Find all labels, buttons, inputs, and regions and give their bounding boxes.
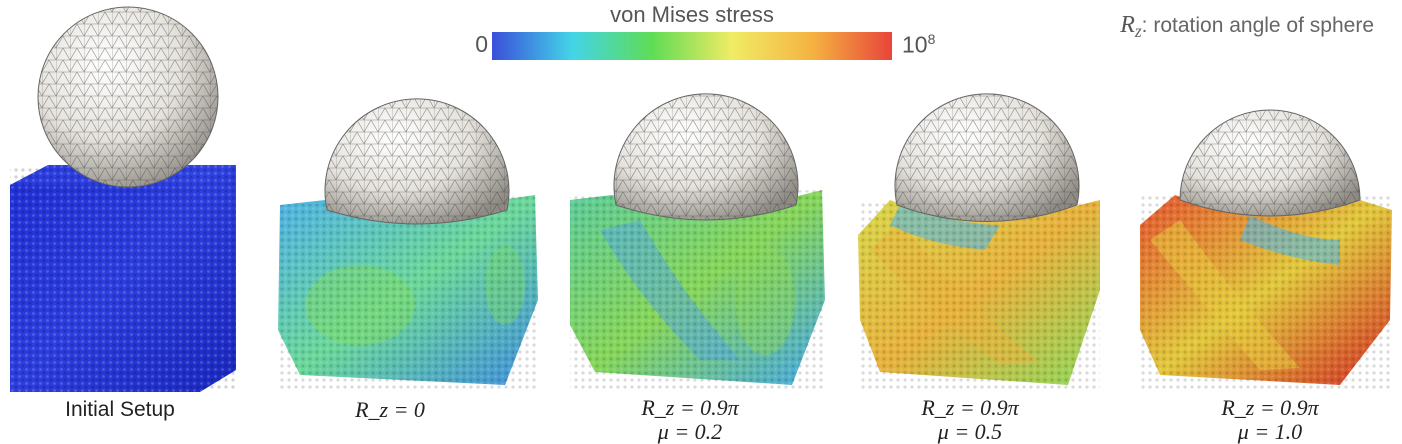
caption-line: R_z = 0.9π [1221,395,1319,420]
particle-cube [10,165,236,392]
caption-rz-0.9pi-mu-0.5: R_z = 0.9π μ = 0.5 [870,396,1070,444]
caption-line-2: μ = 1.0 [1237,419,1303,444]
colorbar-title: von Mises stress [610,2,774,27]
caption-rz-0: R_z = 0 [290,398,490,422]
mesh-sphere [894,93,1080,222]
mesh-sphere [613,93,799,221]
panel-rz-0.9pi-mu-0.2 [570,93,825,390]
mesh-sphere [37,6,219,188]
panel-rz-0.9pi-mu-1.0 [1140,109,1392,390]
colorbar-gradient [492,32,892,60]
particle-cube [570,190,825,390]
rotation-legend-text: : rotation angle of sphere [1141,14,1374,37]
panel-initial-setup [10,6,236,392]
caption-line: Initial Setup [65,398,175,421]
colorbar-max-label: 108 [902,31,935,59]
caption-line: R_z = 0 [355,397,425,422]
caption-line: R_z = 0.9π [641,395,739,420]
caption-rz-0.9pi-mu-0.2: R_z = 0.9π μ = 0.2 [590,396,790,444]
rotation-symbol: R [1120,12,1135,38]
caption-line-2: μ = 0.5 [937,419,1003,444]
mesh-sphere [1179,109,1361,217]
particle-cube [278,195,538,390]
panel-rz-0 [278,98,538,390]
mesh-sphere [324,98,510,225]
caption-rz-0.9pi-mu-1.0: R_z = 0.9π μ = 1.0 [1170,396,1370,444]
particle-cube [1140,195,1392,390]
colorbar-max-exponent: 8 [927,31,936,47]
caption-initial-setup: Initial Setup [0,398,240,422]
colorbar-max-base: 10 [902,31,928,58]
particle-cube [858,200,1100,390]
colorbar-min-label: 0 [475,31,488,57]
rotation-subscript: z [1134,21,1142,42]
panel-rz-0.9pi-mu-0.5 [858,93,1100,390]
caption-line-2: μ = 0.2 [657,419,723,444]
rotation-legend: Rz: rotation angle of sphere [1120,12,1374,42]
caption-line: R_z = 0.9π [921,395,1019,420]
